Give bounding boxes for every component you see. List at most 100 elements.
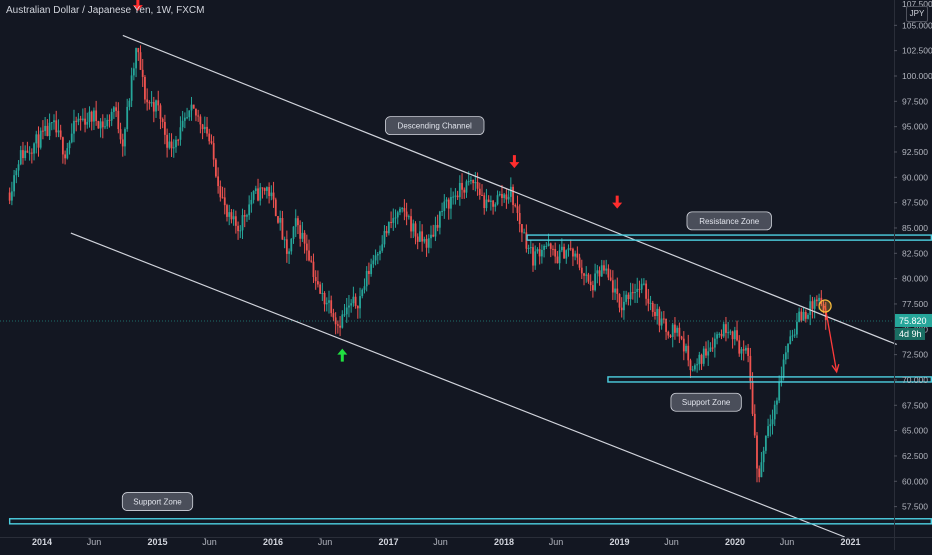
candle-body xyxy=(620,307,623,311)
candle-body xyxy=(813,299,816,309)
candle-body xyxy=(656,308,659,317)
resistance-zone[interactable] xyxy=(526,234,932,241)
candle-body xyxy=(104,126,106,128)
candle-body xyxy=(651,302,654,312)
candle-body xyxy=(414,223,417,237)
candle-body xyxy=(709,347,712,352)
candle-body xyxy=(678,327,681,337)
candle-body xyxy=(308,250,310,261)
candle-body xyxy=(807,314,809,319)
candle-body xyxy=(618,293,621,308)
candle-body xyxy=(99,121,102,129)
callout-descending-channel[interactable]: Descending Channel xyxy=(384,116,485,136)
candle-body xyxy=(279,218,282,223)
candle-body xyxy=(270,192,273,197)
candle-body xyxy=(277,216,279,223)
currency-badge[interactable]: JPY xyxy=(906,6,928,22)
candle-body xyxy=(565,250,568,259)
callout-text: Resistance Zone xyxy=(699,217,760,226)
candle-body xyxy=(124,129,126,147)
candle-body xyxy=(132,68,135,76)
candle-body xyxy=(789,336,792,344)
candle-body xyxy=(609,277,612,281)
current-price-tag xyxy=(895,313,932,327)
candle-body xyxy=(534,251,537,266)
candle-body xyxy=(793,334,796,336)
candle-body xyxy=(569,248,572,250)
support-zone-bottom[interactable] xyxy=(8,518,932,525)
candle-body xyxy=(707,351,710,356)
candle-body xyxy=(39,130,42,148)
candle-body xyxy=(372,260,375,265)
candle-body xyxy=(631,292,634,294)
candle-body xyxy=(152,102,155,112)
candle-body xyxy=(425,238,428,248)
candle-body xyxy=(379,250,381,254)
candle-body xyxy=(438,211,441,228)
candle-body xyxy=(496,195,499,205)
candle-body xyxy=(219,186,222,198)
candle-body xyxy=(693,365,696,370)
candle-body xyxy=(90,111,93,122)
candle-body xyxy=(660,318,663,326)
channel-upper-line[interactable] xyxy=(122,34,897,346)
candles-layer xyxy=(8,45,827,483)
candle-body xyxy=(17,164,20,171)
candle-body xyxy=(241,215,244,231)
candle-body xyxy=(374,255,377,261)
candle-body xyxy=(736,330,738,341)
callout-support-zone[interactable]: Support Zone xyxy=(121,492,194,511)
candle-body xyxy=(248,204,251,216)
candle-body xyxy=(483,195,486,209)
candle-body xyxy=(214,159,217,177)
y-tick-label: 80.000 xyxy=(902,274,928,284)
candle-body xyxy=(383,230,386,245)
candle-body xyxy=(645,283,648,299)
candle-body xyxy=(647,298,650,304)
candle-body xyxy=(589,281,592,286)
support-zone-mid[interactable] xyxy=(607,376,932,383)
candle-body xyxy=(802,311,805,321)
x-tick-label: 2021 xyxy=(840,537,860,547)
candle-body xyxy=(230,212,233,220)
candle-body xyxy=(285,239,288,254)
candle-body xyxy=(203,126,206,130)
candle-body xyxy=(563,246,565,259)
candle-body xyxy=(28,152,31,154)
callout-support-zone[interactable]: Support Zone xyxy=(670,392,742,412)
candle-body xyxy=(403,208,406,212)
symbol-title: Australian Dollar / Japanese Yen, 1W, FX… xyxy=(6,5,205,16)
candle-body xyxy=(811,301,814,309)
candle-body xyxy=(354,296,357,306)
candle-body xyxy=(716,334,718,339)
highlight-circle[interactable] xyxy=(818,299,832,313)
candle-body xyxy=(727,332,730,334)
candle-body xyxy=(303,232,306,244)
x-tick-label: 2017 xyxy=(378,537,398,547)
x-tick-label: Jun xyxy=(87,537,102,547)
candle-body xyxy=(516,206,519,213)
candle-body xyxy=(37,134,40,148)
candle-body xyxy=(317,281,319,285)
candle-body xyxy=(760,462,763,478)
channel-lower-line[interactable] xyxy=(70,232,845,538)
candle-body xyxy=(106,119,109,127)
candle-body xyxy=(274,199,277,217)
candle-body xyxy=(97,121,100,129)
candle-body xyxy=(166,134,169,148)
candle-body xyxy=(481,194,483,196)
candle-body xyxy=(822,304,825,313)
candle-body xyxy=(474,182,477,184)
candle-body xyxy=(636,288,639,292)
callout-resistance-zone[interactable]: Resistance Zone xyxy=(686,211,772,231)
candle-body xyxy=(137,48,140,53)
candle-body xyxy=(79,118,82,120)
candle-body xyxy=(281,218,284,240)
projection-arrow[interactable] xyxy=(824,305,838,372)
candle-body xyxy=(42,130,44,132)
candle-body xyxy=(494,204,497,207)
x-tick-label: Jun xyxy=(780,537,795,547)
candle-body xyxy=(501,193,503,199)
